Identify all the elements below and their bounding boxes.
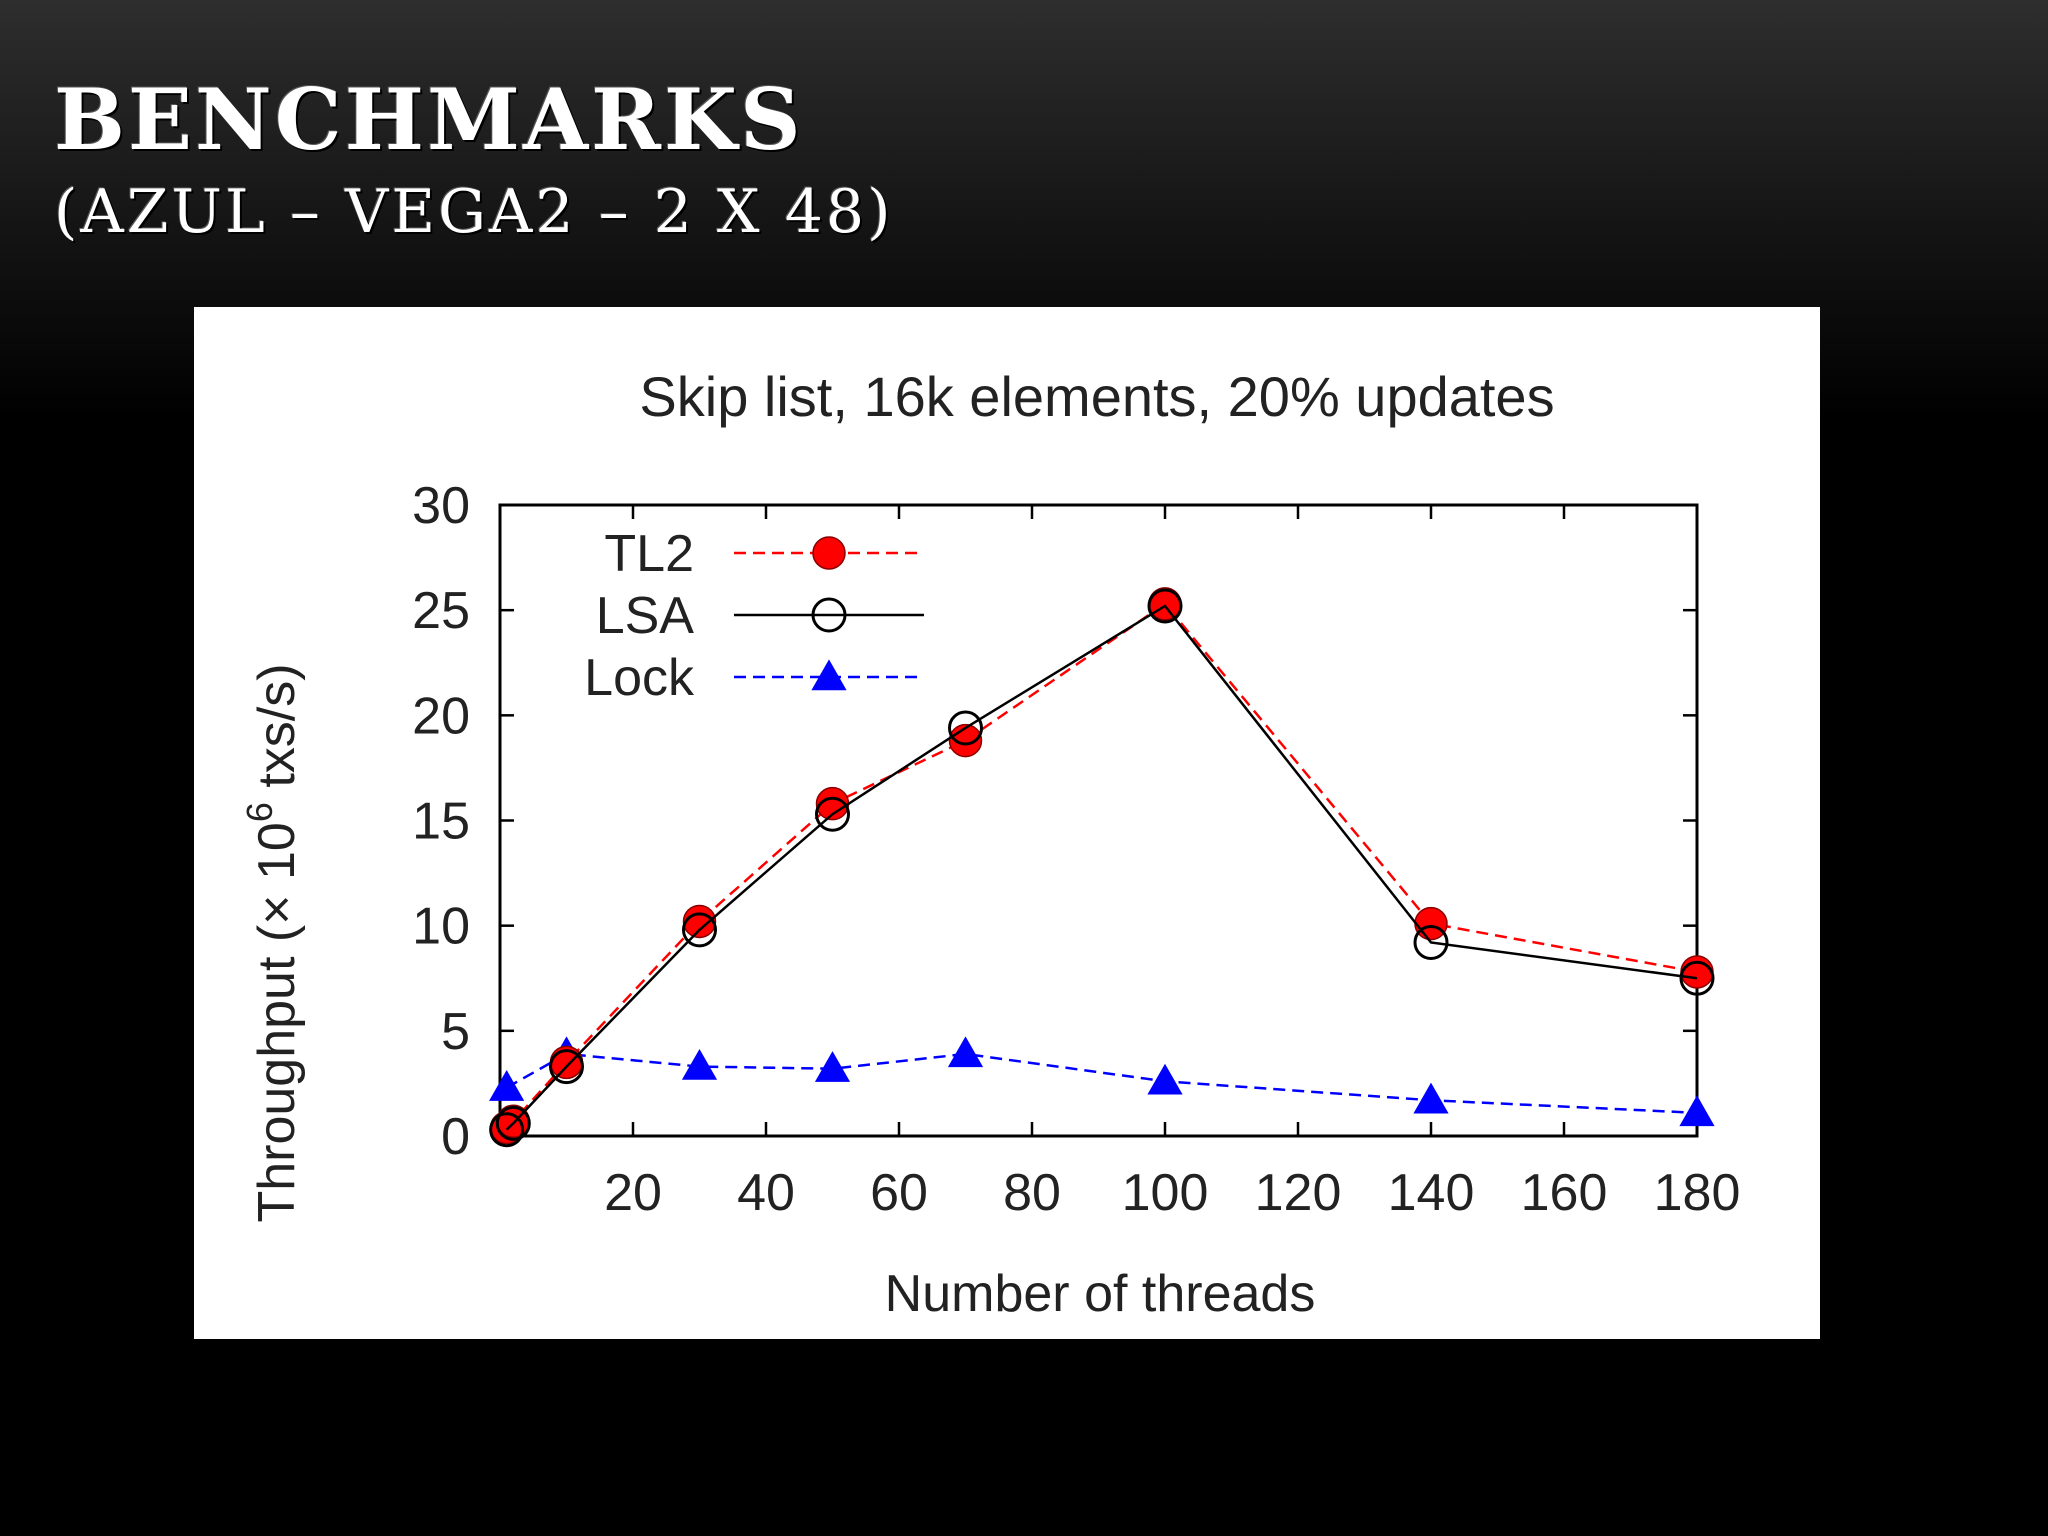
point-lsa — [682, 912, 717, 948]
point-lock — [814, 1051, 851, 1082]
x-tick-label: 60 — [870, 1164, 928, 1222]
point-lsa — [1679, 960, 1715, 996]
y-axis-label: Throughput (× 106 txs/s) — [239, 663, 306, 1222]
point-lsa — [815, 796, 850, 832]
point-lock — [1413, 1082, 1449, 1114]
series-lsa — [489, 588, 1715, 1148]
point-legend-lsa — [811, 597, 847, 633]
point-lock — [681, 1048, 718, 1080]
x-tick-label: 140 — [1388, 1164, 1475, 1222]
y-tick-label: 15 — [412, 793, 470, 851]
point-lock — [1147, 1063, 1183, 1095]
slide-title-line2: (AZUL – VEGA2 – 2 X 48) — [54, 177, 894, 247]
legend-item-tl2: TL2 — [604, 525, 924, 583]
point-lsa — [495, 1105, 531, 1141]
series-line-lock — [506, 1052, 1698, 1115]
point-legend-tl2 — [812, 536, 846, 570]
y-tick-label: 5 — [441, 1003, 470, 1061]
legend-item-lsa: LSA — [596, 587, 924, 645]
slide-title: BENCHMARKS (AZUL – VEGA2 – 2 X 48) — [54, 70, 893, 254]
legend-item-lock: Lock — [584, 649, 924, 707]
x-tick-label: 180 — [1654, 1164, 1741, 1222]
point-lsa — [1147, 588, 1183, 624]
slide-title-line1: BENCHMARKS — [54, 70, 804, 169]
x-tick-label: 120 — [1255, 1164, 1342, 1222]
point-lsa — [549, 1049, 584, 1085]
x-tick-label: 100 — [1122, 1164, 1209, 1222]
chart-title: Skip list, 16k elements, 20% updates — [639, 365, 1554, 428]
point-tl2 — [1414, 906, 1448, 941]
series-line-lsa — [505, 604, 1698, 1131]
x-tick-label: 20 — [604, 1164, 662, 1222]
series-lock — [489, 1036, 1715, 1127]
y-tick-label: 30 — [412, 477, 470, 535]
point-tl2 — [1680, 955, 1714, 989]
legend-label: TL2 — [604, 525, 694, 583]
x-tick-label: 80 — [1003, 1164, 1061, 1222]
x-tick-label: 160 — [1521, 1164, 1608, 1222]
line-chart: Skip list, 16k elements, 20% updates Thr… — [239, 365, 1740, 1323]
x-tick-label: 40 — [737, 1164, 795, 1222]
point-lock — [1679, 1095, 1715, 1127]
point-lsa — [489, 1112, 525, 1148]
point-lsa — [948, 710, 983, 746]
point-legend-lock — [811, 659, 847, 691]
y-axis-label-exponent: 6 — [239, 802, 280, 822]
y-tick-label: 10 — [412, 898, 470, 956]
legend-label: LSA — [596, 587, 695, 645]
y-tick-label: 0 — [441, 1108, 470, 1166]
point-lock — [947, 1036, 984, 1068]
y-axis-label-unit: txs/s) — [248, 663, 306, 802]
y-tick-label: 20 — [412, 687, 470, 745]
x-axis-label: Number of threads — [885, 1265, 1316, 1323]
y-tick-label: 25 — [412, 582, 470, 640]
svg-text:Throughput (× 106 txs/s): Throughput (× 106 txs/s) — [239, 663, 306, 1222]
chart-panel: Skip list, 16k elements, 20% updates Thr… — [194, 307, 1820, 1339]
point-lsa — [1413, 924, 1449, 960]
y-axis-label-main: Throughput (× 10 — [248, 822, 306, 1222]
legend-label: Lock — [584, 649, 695, 707]
point-tl2 — [682, 904, 717, 939]
series-layer — [489, 587, 1715, 1148]
axis-ticks: 20 40 60 80 100 120 140 160 180 0 5 10 15 20 25 30 — [412, 477, 1740, 1222]
point-lock — [489, 1070, 525, 1101]
